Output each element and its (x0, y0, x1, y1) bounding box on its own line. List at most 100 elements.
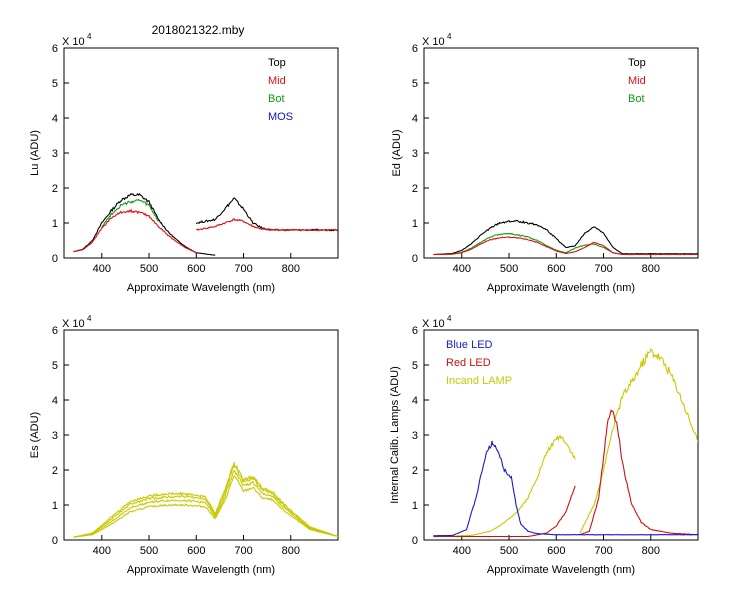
y-multiplier: X 10 (422, 36, 445, 48)
legend-bot: Bot (268, 93, 285, 105)
series-line-incand-lamp (433, 434, 576, 538)
y-tick-label: 3 (412, 430, 418, 442)
x-axis-label: Approximate Wavelength (nm) (127, 564, 275, 576)
y-axis-label: Lu (ADU) (29, 130, 41, 176)
y-tick-label: 6 (412, 325, 418, 337)
x-axis-label: Approximate Wavelength (nm) (487, 564, 635, 576)
y-multiplier: X 10 (62, 318, 85, 330)
x-tick-label: 600 (547, 545, 565, 557)
legend-top: Top (628, 57, 646, 69)
x-tick-label: 600 (547, 263, 565, 275)
x-tick-label: 500 (140, 545, 158, 557)
x-tick-label: 800 (642, 545, 660, 557)
y-multiplier: X 10 (62, 36, 85, 48)
series-group (73, 461, 338, 538)
y-tick-label: 3 (52, 430, 58, 442)
series-line-red-led (433, 485, 576, 538)
y-axis-label: Internal Calib. Lamps (ADU) (389, 366, 401, 504)
y-tick-label: 2 (52, 465, 58, 477)
y-tick-label: 6 (52, 43, 58, 55)
y-tick-label: 5 (52, 360, 58, 372)
y-tick-label: 2 (412, 465, 418, 477)
y-tick-label: 1 (412, 500, 418, 512)
y-multiplier-exponent: 4 (87, 314, 92, 323)
y-tick-label: 4 (52, 395, 58, 407)
x-tick-label: 400 (453, 263, 471, 275)
y-tick-label: 3 (52, 148, 58, 160)
y-tick-label: 5 (52, 78, 58, 90)
series-line-mid-600-900- (196, 218, 338, 232)
y-multiplier-exponent: 4 (447, 32, 452, 41)
series-line-top-600-900- (195, 197, 338, 232)
series-line-es-4 (73, 461, 338, 538)
x-tick-label: 800 (642, 263, 660, 275)
legend-mos: MOS (268, 111, 293, 123)
series-line-mid (73, 208, 197, 254)
legend-red-led: Red LED (446, 357, 491, 369)
y-axis-label: Es (ADU) (29, 412, 41, 458)
y-tick-label: 2 (52, 183, 58, 195)
y-tick-label: 0 (52, 535, 58, 547)
y-tick-label: 3 (412, 148, 418, 160)
series-group (433, 347, 698, 538)
x-tick-label: 600 (187, 263, 205, 275)
series-line-es-3 (73, 463, 338, 538)
x-tick-label: 700 (594, 545, 612, 557)
x-axis-label: Approximate Wavelength (nm) (487, 282, 635, 294)
series-line-bot (433, 232, 698, 256)
plot-frame (423, 47, 699, 259)
x-tick-label: 500 (500, 263, 518, 275)
plot-frame (63, 47, 339, 259)
y-tick-label: 4 (412, 113, 418, 125)
y-tick-label: 1 (52, 500, 58, 512)
x-tick-label: 500 (140, 263, 158, 275)
y-tick-label: 1 (412, 218, 418, 230)
series-line-bot (101, 198, 159, 228)
legend-top: Top (268, 57, 286, 69)
x-tick-label: 800 (282, 545, 300, 557)
y-tick-label: 5 (412, 78, 418, 90)
legend-blue-led: Blue LED (446, 339, 493, 351)
series-line-blue-led (433, 440, 698, 537)
y-multiplier-exponent: 4 (87, 32, 92, 41)
plot-frame (63, 329, 339, 541)
y-axis-label: Ed (ADU) (391, 129, 403, 176)
series-line-es-2 (73, 469, 338, 538)
y-tick-label: 4 (52, 113, 58, 125)
x-tick-label: 700 (234, 263, 252, 275)
x-tick-label: 700 (594, 263, 612, 275)
x-tick-label: 400 (93, 263, 111, 275)
x-axis-label: Approximate Wavelength (nm) (127, 282, 275, 294)
legend-incand-lamp: Incand LAMP (446, 375, 512, 387)
x-tick-label: 400 (93, 545, 111, 557)
x-tick-label: 400 (453, 545, 471, 557)
x-tick-label: 700 (234, 545, 252, 557)
series-group (433, 219, 698, 256)
y-tick-label: 0 (412, 253, 418, 265)
y-tick-label: 2 (412, 183, 418, 195)
series-line-es-1 (73, 475, 338, 538)
figure-title: 2018021322.mby (152, 23, 245, 37)
series-line-top (73, 192, 216, 256)
x-tick-label: 500 (500, 545, 518, 557)
y-tick-label: 0 (52, 253, 58, 265)
x-tick-label: 800 (282, 263, 300, 275)
series-line-top (433, 219, 698, 256)
y-tick-label: 0 (412, 535, 418, 547)
y-tick-label: 1 (52, 218, 58, 230)
series-line-incand-lamp-long- (579, 347, 698, 534)
legend-mid: Mid (268, 75, 286, 87)
series-line-red-led-main- (579, 409, 698, 536)
y-multiplier: X 10 (422, 318, 445, 330)
legend-bot: Bot (628, 93, 645, 105)
y-tick-label: 6 (52, 325, 58, 337)
x-tick-label: 600 (187, 545, 205, 557)
series-line-mid (433, 236, 698, 256)
y-multiplier-exponent: 4 (447, 314, 452, 323)
y-tick-label: 4 (412, 395, 418, 407)
